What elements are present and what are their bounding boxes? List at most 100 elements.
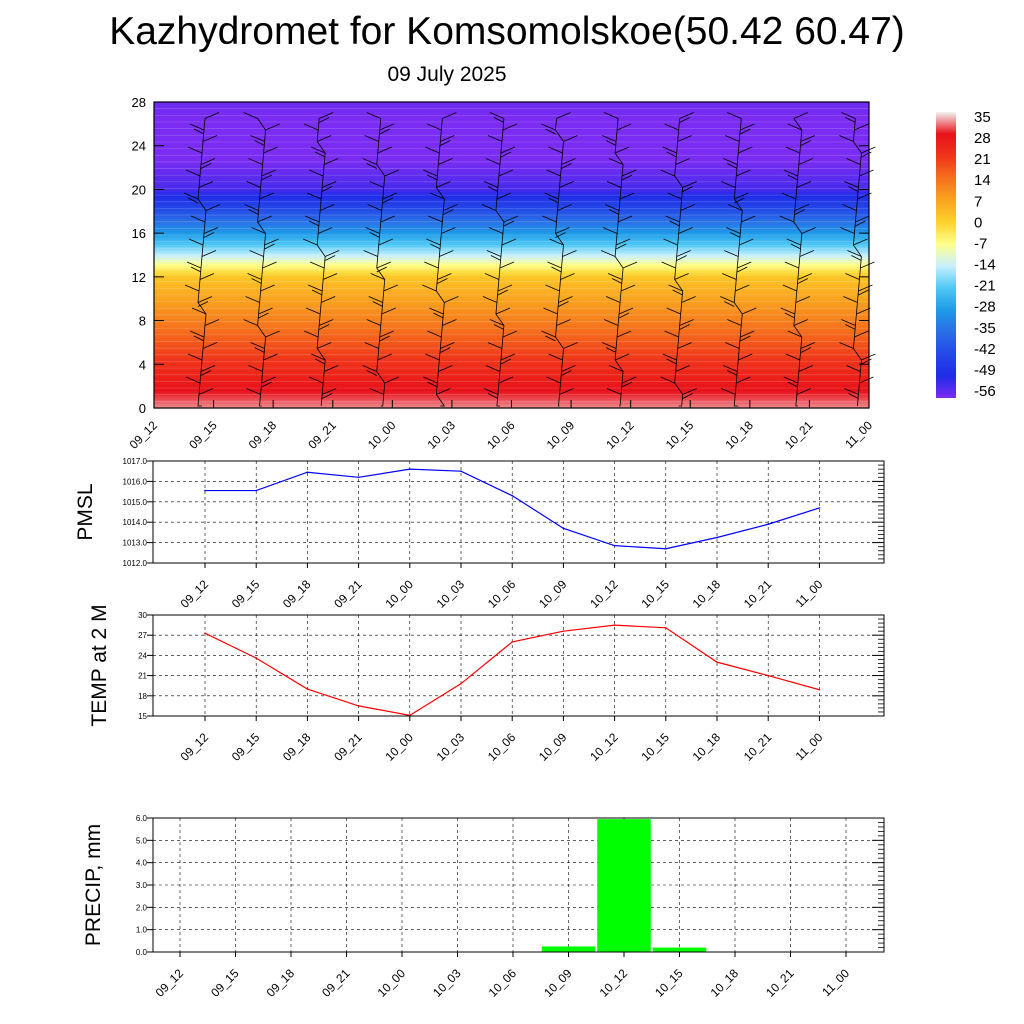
wind-barb [666, 307, 681, 315]
heatmap-strip [154, 392, 869, 396]
wind-barb [844, 388, 859, 395]
wind-barb [204, 319, 220, 326]
heatmap-strip [154, 145, 869, 149]
wind-barb [677, 135, 692, 142]
data-point [562, 527, 565, 530]
wind-barb [433, 312, 444, 319]
x-tick-label: 10_12 [603, 418, 637, 452]
wind-barb [193, 335, 205, 342]
wind-barb [198, 181, 214, 188]
wind-barb [855, 220, 866, 227]
heatmap-strip [154, 370, 869, 374]
heatmap-strip [154, 263, 869, 267]
wind-barb [487, 342, 503, 349]
wind-barb [493, 324, 505, 330]
wind-barb [379, 335, 390, 342]
x-tick-label: 09_12 [178, 730, 212, 764]
x-tick-label: 09_21 [331, 577, 365, 611]
wind-barb [796, 181, 811, 188]
colorbar-label: 28 [974, 130, 991, 147]
wind-barb [547, 261, 562, 269]
wind-barb [442, 319, 457, 326]
wind-barb [264, 238, 279, 246]
colorbar-label: 35 [974, 109, 991, 126]
y-axis-label: TEMP at 2 M [88, 604, 111, 726]
wind-barb [197, 296, 213, 303]
wind-barb [841, 319, 856, 326]
wind-barb [845, 117, 856, 123]
data-point [716, 661, 718, 663]
data-point [511, 494, 513, 497]
wind-barb [668, 284, 683, 292]
wind-barb [782, 284, 797, 292]
heatmap-strip [154, 338, 869, 341]
heatmap-strip [154, 189, 869, 193]
wind-barb-staff [614, 118, 624, 407]
wind-barb [262, 261, 277, 269]
wind-barb [366, 319, 381, 326]
wind-barb [783, 376, 798, 384]
wind-barb [682, 388, 697, 395]
colorbar: 35 28 21 14 7 0 -7 -14 -21 -28 -35 -42 -49 -56 [936, 109, 996, 400]
wind-barb [787, 330, 802, 338]
wind-barb [503, 215, 519, 223]
wind-barb [198, 388, 214, 395]
heatmap-strip [154, 359, 869, 363]
heatmap-strip [154, 327, 869, 330]
heatmap-strip [154, 213, 869, 217]
wind-barb [542, 215, 557, 223]
wind-barb [429, 307, 444, 315]
wind-barb [500, 151, 512, 158]
wind-barb [424, 261, 439, 269]
wind-barb [310, 261, 325, 269]
wind-barb [605, 347, 617, 353]
heatmap-strip [154, 139, 869, 142]
y-tick-label: 1016.0 [123, 477, 148, 486]
wind-barb [679, 324, 690, 330]
wind-barb [680, 204, 695, 211]
wind-barb [368, 296, 383, 303]
wind-barb [621, 381, 633, 388]
y-tick-label: 5.0 [136, 836, 148, 845]
wind-barb [798, 365, 813, 372]
heatmap-strip [154, 383, 869, 387]
wind-barb [558, 301, 569, 307]
wind-barb [370, 273, 385, 280]
wind-barb [678, 227, 693, 234]
x-tick-label: 10_09 [536, 730, 570, 764]
wind-barb [379, 330, 394, 338]
panel-frame [152, 460, 885, 564]
wind-barb [188, 238, 204, 246]
x-tick-label: 10_00 [365, 418, 399, 452]
heatmap-strip [154, 178, 869, 182]
wind-barb [184, 284, 200, 292]
heatmap-strip [154, 272, 869, 276]
wind-barb [605, 140, 617, 146]
heatmap-strip [154, 126, 869, 129]
wind-barb [498, 376, 514, 384]
heatmap-strip [154, 161, 869, 164]
wind-barb [189, 123, 205, 131]
data-point [767, 674, 769, 677]
data-point [460, 470, 462, 473]
wind-barb [720, 296, 735, 303]
wind-barb [606, 388, 622, 395]
wind-barb [244, 204, 259, 211]
heatmap-strip [154, 279, 869, 282]
wind-barb [603, 112, 619, 119]
wind-barb [305, 215, 320, 223]
heatmap-strip [154, 195, 869, 199]
x-tick-label: 10_06 [485, 730, 519, 764]
heatmap-strip [154, 296, 869, 300]
wind-barb [369, 232, 380, 238]
wind-barb [727, 163, 738, 169]
data-point [613, 544, 616, 547]
y-tick-label: 1015.0 [123, 498, 148, 507]
x-tick-label: 10_00 [375, 966, 409, 1000]
wind-barb [427, 381, 438, 388]
wind-barb [307, 192, 322, 200]
panel-frame [152, 614, 885, 717]
wind-barb [736, 376, 751, 384]
wind-barb [190, 215, 206, 223]
wind-barb [795, 296, 810, 303]
